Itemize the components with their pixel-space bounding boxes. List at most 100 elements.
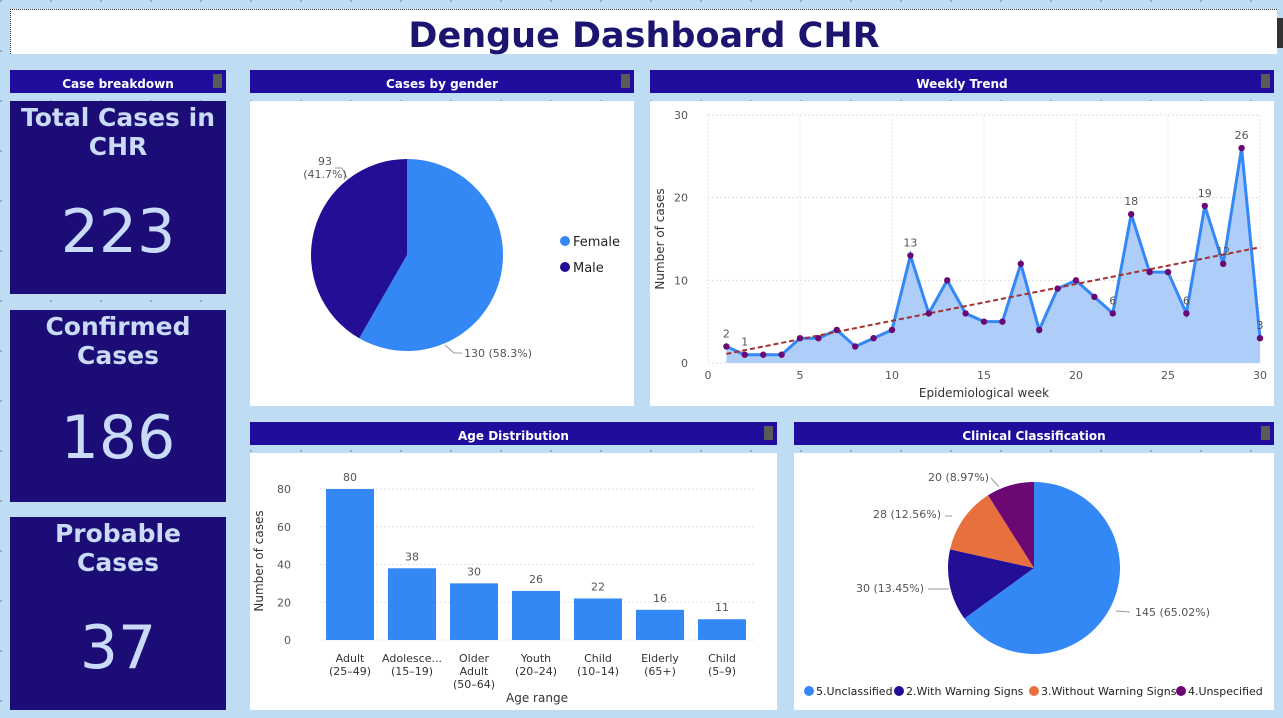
- pie-data-label: 93 (41.7%): [303, 155, 347, 181]
- legend-label-female: Female: [573, 235, 620, 250]
- bar: [636, 609, 684, 640]
- kpi-confirmed-cases: Confirmed Cases 186: [10, 310, 226, 502]
- data-label: 26: [1235, 129, 1249, 142]
- kpi-probable-value: 37: [79, 613, 157, 683]
- gender-chart-panel: 130 (58.3%) 93 (41.7%) Female Male: [250, 101, 634, 406]
- bar-data-label: 16: [653, 592, 667, 605]
- x-tick-label: 25: [1161, 369, 1175, 382]
- data-label: 12: [1216, 245, 1230, 258]
- bar-data-label: 80: [343, 471, 357, 484]
- data-point: [760, 351, 767, 358]
- category-label-line: Older: [459, 652, 489, 665]
- y-tick-label: 0: [681, 357, 688, 370]
- bar-data-label: 38: [405, 550, 419, 563]
- data-point: [1201, 202, 1208, 210]
- pie-leader-line: [1115, 610, 1131, 613]
- category-label: Youth (20–24): [515, 652, 557, 678]
- bar-data-label: 22: [591, 580, 605, 593]
- data-label: 2: [723, 327, 730, 340]
- data-point: [1164, 268, 1172, 276]
- pie-slice: [948, 549, 1034, 619]
- x-tick-label: 5: [797, 369, 804, 382]
- data-point: [1238, 144, 1245, 152]
- kpi-total-value: 223: [60, 197, 176, 267]
- data-point: [1128, 211, 1135, 218]
- visual-options-icon[interactable]: [1261, 426, 1270, 440]
- visual-options-icon[interactable]: [621, 74, 630, 88]
- y-tick-label: 30: [674, 109, 688, 122]
- pie-slice: [964, 482, 1120, 654]
- legend-label: 5.Unclassified: [816, 685, 893, 698]
- clinical-panel-header: Clinical Classification: [794, 422, 1274, 445]
- data-point: [980, 318, 988, 325]
- data-point: [815, 335, 822, 342]
- legend-swatch: [894, 686, 904, 696]
- data-label: 18: [1124, 195, 1138, 208]
- y-tick-label: 10: [674, 274, 688, 287]
- bar: [512, 590, 560, 640]
- age-panel-title: Age Distribution: [458, 429, 569, 443]
- category-label-line: Adult: [460, 665, 489, 678]
- age-bar-chart: 0 20 40 60 80 Number of cases Age range 80 Adult…: [252, 471, 755, 705]
- data-point: [796, 335, 804, 342]
- data-point: [1183, 310, 1190, 317]
- trend-line: [726, 246, 1261, 355]
- x-axis-title: Age range: [506, 691, 568, 705]
- data-point: [852, 343, 859, 350]
- category-label-line: Child: [584, 652, 612, 665]
- visual-options-icon[interactable]: [213, 74, 222, 88]
- data-point: [723, 343, 730, 350]
- x-axis-title: Epidemiological week: [919, 386, 1049, 400]
- pie-slice: [988, 482, 1034, 568]
- legend-swatch-male: [560, 262, 570, 272]
- data-point: [888, 326, 896, 334]
- category-label: Child (10–14): [577, 652, 619, 678]
- pie-data-label-line: 93: [318, 155, 332, 168]
- pie-leader-line: [990, 477, 1000, 488]
- category-label-line: (5–9): [708, 665, 736, 678]
- gender-panel-title: Cases by gender: [385, 77, 498, 91]
- bar-data-label: 26: [529, 573, 543, 586]
- visual-options-icon[interactable]: [764, 426, 773, 440]
- y-tick-label: 60: [277, 521, 291, 534]
- category-label-line: Elderly: [641, 652, 679, 665]
- legend-swatch: [1176, 686, 1186, 696]
- case-breakdown-header: Case breakdown: [10, 70, 226, 93]
- bar: [574, 598, 622, 640]
- legend-label-male: Male: [573, 261, 604, 276]
- kpi-probable-cases: Probable Cases 37: [10, 517, 226, 710]
- y-tick-label: 40: [277, 559, 291, 572]
- pie-data-label: 145 (65.02%): [1135, 606, 1210, 619]
- data-point: [741, 351, 748, 358]
- x-tick-label: 0: [705, 369, 712, 382]
- category-label-line: (65+): [644, 665, 676, 678]
- visual-options-icon[interactable]: [1261, 74, 1270, 88]
- pie-slice-female: [359, 159, 503, 351]
- category-label: Child (5–9): [708, 652, 736, 678]
- bar: [698, 619, 746, 640]
- kpi-total-cases: Total Cases in CHR 223: [10, 101, 226, 294]
- data-point: [778, 351, 785, 358]
- kpi-confirmed-value: 186: [60, 403, 176, 473]
- age-panel-header: Age Distribution: [250, 422, 777, 445]
- category-label: Elderly (65+): [641, 652, 679, 678]
- pie-data-label-line: (41.7%): [303, 168, 347, 181]
- y-tick-label: 20: [674, 192, 688, 205]
- category-label: Older Adult (50–64): [453, 652, 495, 691]
- category-label-line: (10–14): [577, 665, 619, 678]
- trend-panel-header: Weekly Trend: [650, 70, 1274, 93]
- bar-data-label: 11: [715, 601, 729, 614]
- data-point: [925, 310, 932, 317]
- x-tick-label: 30: [1253, 369, 1267, 382]
- data-label: 6: [1183, 294, 1190, 307]
- bar-data-label: 30: [467, 565, 481, 578]
- data-point: [1091, 293, 1098, 301]
- bar: [326, 489, 374, 640]
- data-label: 1: [741, 336, 748, 349]
- category-label: Adolesce... (15–19): [382, 652, 442, 678]
- scrollbar-thumb[interactable]: [1277, 18, 1283, 48]
- data-label: 3: [1257, 319, 1264, 332]
- category-label-line: Adult: [336, 652, 365, 665]
- category-label-line: (25–49): [329, 665, 371, 678]
- x-tick-label: 10: [885, 369, 899, 382]
